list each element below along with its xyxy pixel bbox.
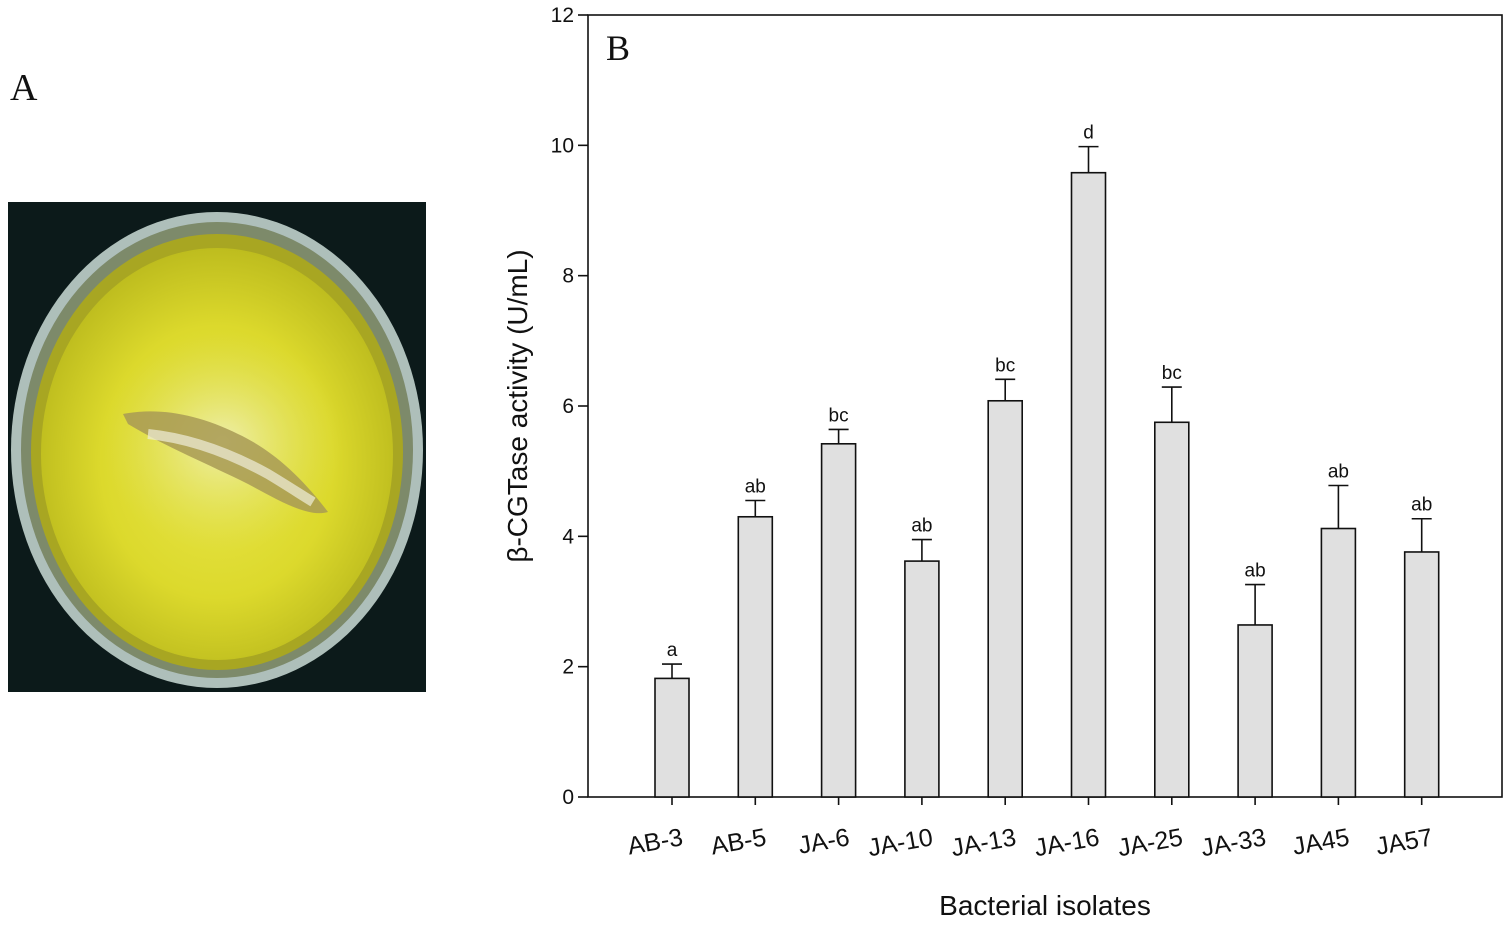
- x-category-label: JA57: [1374, 823, 1435, 860]
- y-tick-label: 4: [562, 525, 574, 548]
- bar-ja-6: [820, 442, 857, 798]
- x-category-label: AB-5: [709, 823, 769, 860]
- bar-ab-3: [654, 677, 690, 798]
- bar-ja-13: [987, 399, 1024, 798]
- significance-label: bc: [995, 355, 1015, 376]
- bar-ja57: [1403, 551, 1440, 798]
- x-category-label: JA-13: [949, 823, 1018, 862]
- panel-b-label: B: [606, 28, 630, 68]
- significance-label: ab: [745, 476, 766, 497]
- bar-ab-5: [737, 515, 774, 798]
- bar-ja-33: [1237, 624, 1273, 798]
- bar-ja-10: [904, 560, 940, 798]
- y-axis-title: β-CGTase activity (U/mL): [502, 249, 533, 562]
- significance-label: ab: [1245, 561, 1266, 582]
- significance-label: ab: [1411, 495, 1432, 516]
- y-tick-label: 10: [551, 134, 574, 157]
- x-category-label: JA-16: [1032, 823, 1101, 862]
- panel-a-label: A: [10, 67, 38, 109]
- significance-label: a: [667, 640, 678, 661]
- significance-label: ab: [1328, 462, 1349, 483]
- x-category-label: JA-6: [796, 823, 851, 860]
- x-category-label: JA-10: [866, 823, 935, 862]
- bar-ja-16: [1070, 171, 1107, 798]
- bar-ja45: [1320, 527, 1357, 798]
- x-category-label: JA-33: [1199, 823, 1268, 862]
- x-category-label: JA45: [1290, 823, 1351, 860]
- significance-label: d: [1083, 123, 1094, 144]
- x-category-label: JA-25: [1116, 823, 1185, 862]
- y-tick-label: 0: [562, 786, 574, 809]
- y-tick-label: 12: [551, 4, 574, 27]
- y-tick-label: 8: [562, 265, 574, 288]
- significance-label: bc: [829, 405, 849, 426]
- agar-plate-photo: [8, 202, 426, 692]
- x-axis-title: Bacterial isolates: [939, 890, 1151, 921]
- significance-label: bc: [1162, 363, 1182, 384]
- y-tick-label: 6: [562, 395, 574, 418]
- y-tick-label: 2: [562, 656, 574, 679]
- bar-ja-25: [1154, 421, 1190, 798]
- plot-frame: [587, 14, 1503, 798]
- x-category-label: AB-3: [625, 823, 685, 860]
- significance-label: ab: [911, 516, 932, 537]
